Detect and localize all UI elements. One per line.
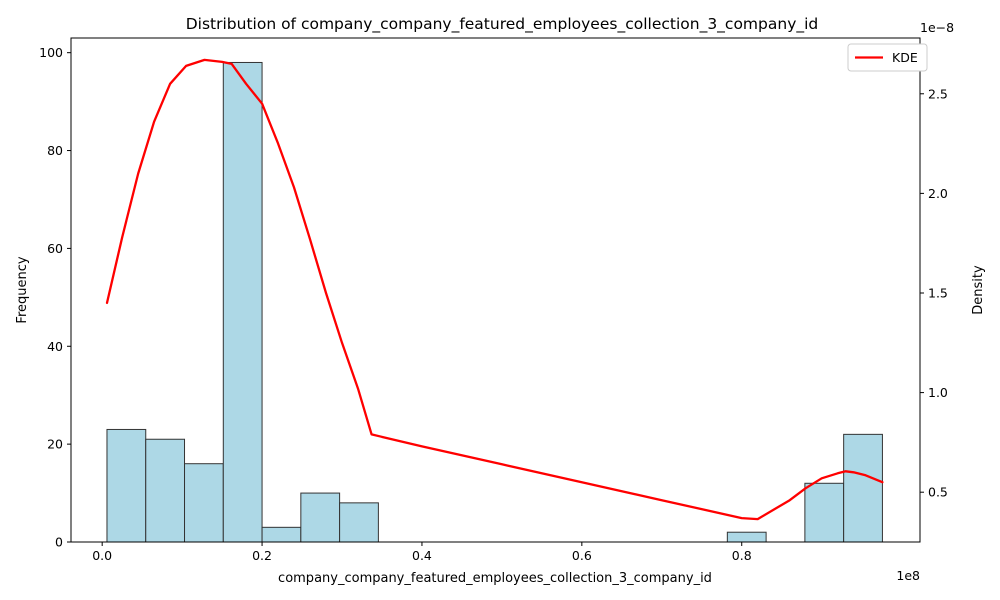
legend-box — [847, 43, 928, 72]
y-tick-label-4: 80 — [47, 143, 63, 158]
chart-title: Distribution of company_company_featured… — [186, 15, 819, 34]
axes — [70, 37, 921, 543]
x-tick-label-0: 0.0 — [92, 548, 112, 563]
histogram-bar-2 — [145, 438, 186, 543]
y-axis-ticks: 0 20 40 60 80 100 — [39, 45, 71, 550]
y2-tick-label-1: 1.0 — [928, 385, 948, 400]
kde-series — [105, 58, 884, 521]
x-axis-label: company_company_featured_employees_colle… — [278, 571, 712, 586]
y2-axis-label: Density — [971, 265, 986, 315]
legend-kde-label: KDE — [892, 50, 918, 65]
y-tick-label-0: 0 — [55, 535, 63, 550]
histogram-bar-7 — [339, 502, 379, 543]
x-axis-ticks: 0.0 0.2 0.4 0.6 0.8 — [92, 542, 752, 563]
y2-axis-ticks: 0.5 1.0 1.5 2.0 2.5 — [920, 86, 948, 500]
y2-offset-text: 1e−8 — [920, 20, 954, 35]
y-tick-label-1: 20 — [47, 437, 63, 452]
x-tick-label-1: 0.2 — [252, 548, 272, 563]
histogram-bar-3 — [184, 463, 224, 543]
x-offset-text: 1e8 — [896, 568, 920, 583]
x-tick-label-3: 0.6 — [572, 548, 592, 563]
y2-tick-label-3: 2.0 — [928, 186, 948, 201]
histogram-bar-10 — [843, 433, 883, 543]
y-tick-label-3: 60 — [47, 241, 63, 256]
plot-frame — [70, 37, 921, 543]
histogram-bar-9 — [804, 482, 845, 543]
y2-tick-label-4: 2.5 — [928, 86, 948, 101]
histogram-bar-4 — [222, 61, 263, 543]
y2-tick-label-0: 0.5 — [928, 485, 948, 500]
histogram-bar-5 — [261, 526, 302, 543]
legend: KDE — [847, 43, 928, 72]
y-tick-label-5: 100 — [39, 45, 63, 60]
histogram-bar-1 — [106, 428, 147, 543]
kde-line — [105, 58, 884, 521]
x-tick-label-4: 0.8 — [732, 548, 752, 563]
histogram-bar-8 — [726, 531, 767, 543]
histogram-bars — [106, 61, 883, 543]
y2-tick-label-2: 1.5 — [928, 285, 948, 300]
x-tick-label-2: 0.4 — [412, 548, 432, 563]
y-tick-label-2: 40 — [47, 339, 63, 354]
histogram-bar-6 — [300, 492, 341, 543]
y-axis-label: Frequency — [15, 256, 30, 323]
